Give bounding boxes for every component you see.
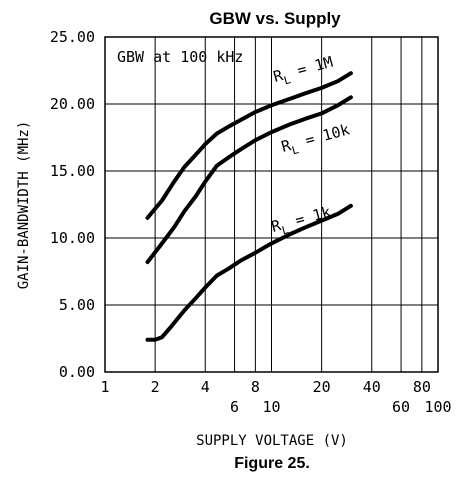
grid [105, 37, 438, 372]
series-line-rl-1m [145, 71, 353, 220]
y-tick-label: 25.00 [50, 28, 95, 46]
x-tick-label: 100 [424, 398, 451, 416]
x-tick-label: 2 [151, 378, 160, 396]
y-tick-label: 0.00 [59, 363, 95, 381]
x-axis-label: SUPPLY VOLTAGE (V) [196, 433, 348, 449]
series-line-rl-10k [145, 95, 353, 265]
figure-caption: Figure 25. [234, 455, 310, 472]
series-label-rl-1k: RL = 1k [269, 203, 333, 240]
series-layer [145, 71, 353, 342]
x-tick-label: 20 [313, 378, 331, 396]
y-tick-label: 15.00 [50, 162, 95, 180]
x-tick-label: 4 [201, 378, 210, 396]
x-tick-label: 10 [262, 398, 280, 416]
x-tick-label: 40 [363, 378, 381, 396]
x-tick-label: 6 [230, 398, 239, 416]
plot-frame [104, 36, 439, 373]
chart-annotation: GBW at 100 kHz [117, 48, 243, 66]
x-tick-label: 60 [392, 398, 410, 416]
y-tick-label: 5.00 [59, 296, 95, 314]
chart-title: GBW vs. Supply [209, 9, 341, 28]
x-tick-label: 8 [251, 378, 260, 396]
y-tick-label: 10.00 [50, 229, 95, 247]
x-tick-label: 80 [413, 378, 431, 396]
y-axis-label: GAIN-BANDWIDTH (MHz) [16, 121, 32, 290]
series-line-rl-1k [145, 203, 353, 342]
y-tick-label: 20.00 [50, 95, 95, 113]
x-tick-label: 1 [100, 378, 109, 396]
